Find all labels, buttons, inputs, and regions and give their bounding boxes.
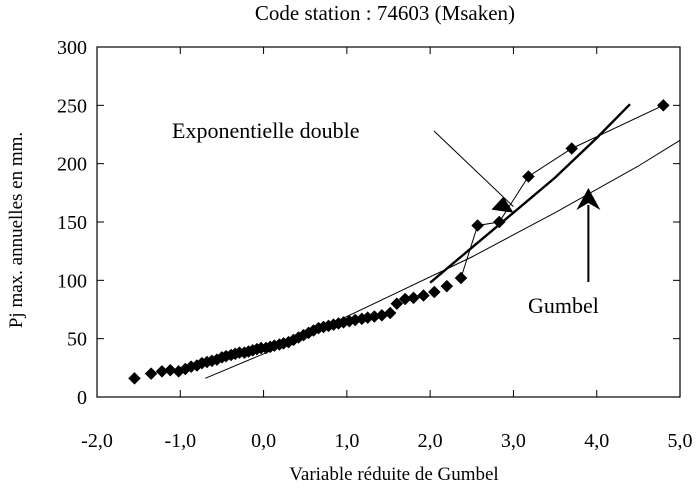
chart-title: Code station : 74603 (Msaken) <box>255 1 515 25</box>
x-tick-label: 4,0 <box>584 430 609 452</box>
x-tick-label: 1,0 <box>334 430 359 452</box>
x-tick-label: -2,0 <box>81 430 113 452</box>
y-tick-label: 50 <box>67 329 87 351</box>
data-point <box>128 371 141 385</box>
x-tick-label: 0,0 <box>251 430 276 452</box>
data-point <box>492 215 506 229</box>
data-point <box>565 142 579 155</box>
exponentielle-double-fit-line <box>429 103 631 284</box>
annotation-exponentielle-arrowhead <box>491 196 514 213</box>
data-point <box>417 289 430 302</box>
data-point <box>454 271 468 285</box>
y-tick-label: 100 <box>57 270 87 292</box>
observed-points <box>128 98 670 385</box>
x-axis-label: Variable réduite de Gumbel <box>289 464 498 485</box>
x-tick-label: 3,0 <box>501 430 526 452</box>
data-point <box>383 306 397 320</box>
observed-polyline <box>460 104 664 279</box>
data-point <box>163 363 177 377</box>
data-point <box>407 291 420 305</box>
plot-frame <box>96 46 681 398</box>
annotations: Exponentielle double Gumbel <box>172 118 601 318</box>
y-tick-label: 0 <box>77 387 87 409</box>
x-tick-label: 2,0 <box>418 430 443 452</box>
data-point <box>522 170 535 183</box>
y-axis-ticks: 0 50 100 150 200 250 300 <box>57 37 680 409</box>
data-point <box>656 98 670 112</box>
data-point <box>390 297 404 311</box>
y-axis-label: Pj max. annuelles en mm. <box>6 132 27 328</box>
x-tick-label: 5,0 <box>668 430 693 452</box>
data-point <box>440 279 454 293</box>
y-tick-label: 150 <box>57 212 87 234</box>
fit-lines <box>205 103 681 379</box>
x-axis-ticks: -2,0 -1,0 0,0 1,0 2,0 3,0 4,0 5,0 <box>81 47 693 452</box>
data-point <box>144 367 158 381</box>
annotation-exponentielle-pointer <box>433 130 514 208</box>
y-tick-label: 300 <box>57 37 87 59</box>
y-tick-label: 200 <box>57 154 87 176</box>
data-point <box>471 219 484 232</box>
annotation-exponentielle-double: Exponentielle double <box>172 118 360 143</box>
annotation-gumbel: Gumbel <box>528 293 599 318</box>
annotation-gumbel-arrowhead <box>576 188 601 210</box>
y-tick-label: 250 <box>57 95 87 117</box>
data-point <box>427 285 441 299</box>
x-tick-label: -1,0 <box>164 430 196 452</box>
